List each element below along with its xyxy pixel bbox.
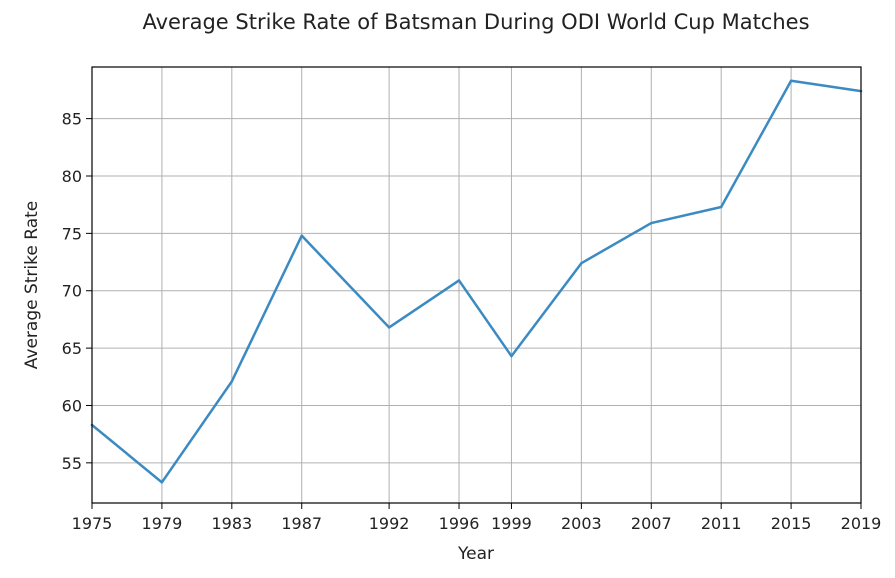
- series-line: [90, 79, 863, 484]
- data-point: [457, 279, 461, 282]
- y-tick-label: 70: [62, 282, 82, 301]
- data-point: [387, 326, 391, 329]
- data-point: [719, 205, 723, 209]
- x-tick-label: 1983: [211, 514, 252, 533]
- data-point: [580, 262, 583, 265]
- x-tick-label: 2003: [561, 514, 602, 533]
- data-point: [160, 481, 164, 484]
- x-tick-label: 1996: [439, 514, 480, 533]
- data-point: [650, 221, 653, 225]
- y-tick-label: 60: [62, 396, 82, 415]
- y-tick-label: 55: [62, 454, 82, 473]
- data-point: [230, 380, 234, 383]
- y-axis-label: Average Strike Rate: [22, 201, 42, 369]
- x-tick-label: 2007: [631, 514, 672, 533]
- x-tick-label: 1975: [72, 514, 113, 533]
- y-tick-label: 85: [62, 110, 82, 129]
- y-axis-ticks: 55 60 65 70 75 80 85: [62, 110, 92, 473]
- x-tick-label: 1992: [369, 514, 410, 533]
- x-tick-label: 2011: [701, 514, 742, 533]
- chart-title: Average Strike Rate of Batsman During OD…: [142, 10, 809, 34]
- y-tick-label: 80: [62, 167, 82, 186]
- x-axis-ticks: 1975 1979 1983 1987 1992 1996 1999 2003 2007 2011…: [72, 503, 882, 533]
- y-tick-label: 65: [62, 339, 82, 358]
- x-axis-label: Year: [457, 544, 494, 564]
- y-tick-label: 75: [62, 224, 82, 243]
- data-point: [789, 79, 793, 82]
- series-layer: [90, 79, 863, 484]
- x-tick-label: 1999: [491, 514, 532, 533]
- data-point: [300, 234, 303, 237]
- x-tick-label: 2015: [771, 514, 812, 533]
- x-tick-label: 1987: [281, 514, 322, 533]
- x-tick-label: 1979: [142, 514, 183, 533]
- grid: [91, 67, 862, 503]
- plot-frame: [91, 66, 862, 504]
- x-tick-label: 2019: [841, 514, 882, 533]
- data-point: [510, 354, 513, 358]
